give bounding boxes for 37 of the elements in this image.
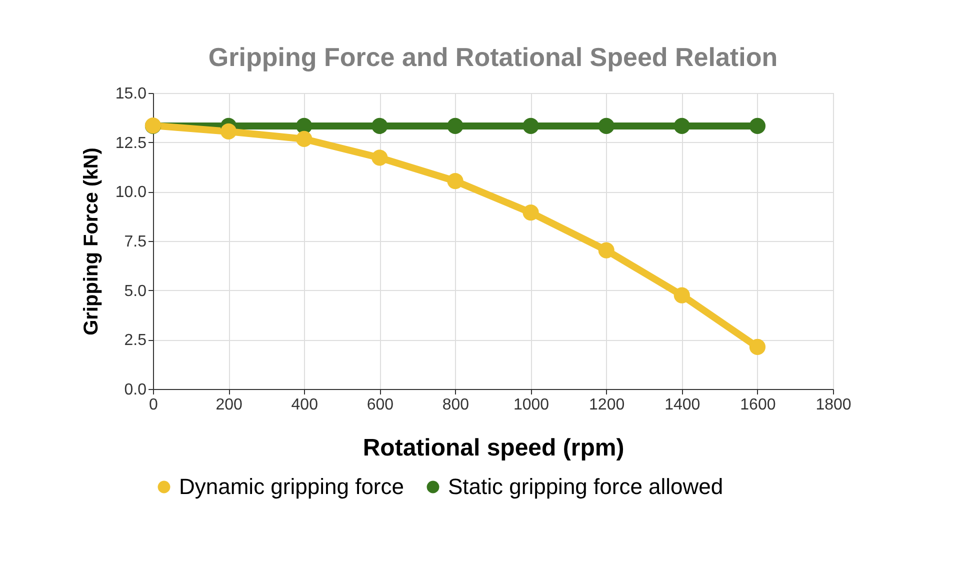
point xyxy=(372,150,388,166)
point xyxy=(749,338,766,356)
y-tick-label: 10.0 xyxy=(115,184,147,202)
point xyxy=(372,118,388,134)
point xyxy=(296,130,312,148)
y-tick-label: 2.5 xyxy=(124,332,147,350)
y-tick-label: 0.0 xyxy=(124,382,147,398)
x-tick-label: 400 xyxy=(291,396,318,414)
point xyxy=(598,242,614,258)
x-tick-label: 600 xyxy=(366,396,394,414)
point xyxy=(522,204,539,221)
x-tick-label: 1600 xyxy=(740,396,776,414)
y-tick-label: 12.5 xyxy=(115,134,147,152)
point xyxy=(749,118,766,134)
x-tick-label: 200 xyxy=(216,396,242,414)
chart-title: Gripping Force and Rotational Speed Relation xyxy=(208,42,778,72)
y-axis-title: Gripping Force (kN) xyxy=(80,148,102,336)
point xyxy=(447,118,464,134)
x-tick-label: 1000 xyxy=(513,396,550,414)
legend-label: Dynamic gripping force xyxy=(179,474,404,499)
y-tick-label: 15.0 xyxy=(115,86,147,102)
y-tick-label: 5.0 xyxy=(124,282,147,300)
point xyxy=(674,118,690,134)
x-tick-label: 1200 xyxy=(589,396,625,414)
point xyxy=(522,118,539,134)
point xyxy=(598,118,614,134)
point xyxy=(220,123,237,140)
point xyxy=(674,287,690,304)
point xyxy=(296,118,312,134)
legend-label: Static gripping force allowed xyxy=(448,474,724,499)
x-tick-label: 800 xyxy=(442,396,470,414)
x-tick-label: 1800 xyxy=(816,396,852,414)
y-tick-label: 7.5 xyxy=(124,234,147,250)
x-tick-label: 0 xyxy=(149,396,158,414)
x-axis-title: Rotational speed (rpm) xyxy=(362,434,624,462)
x-tick-label: 1400 xyxy=(664,396,700,414)
point xyxy=(447,172,464,190)
